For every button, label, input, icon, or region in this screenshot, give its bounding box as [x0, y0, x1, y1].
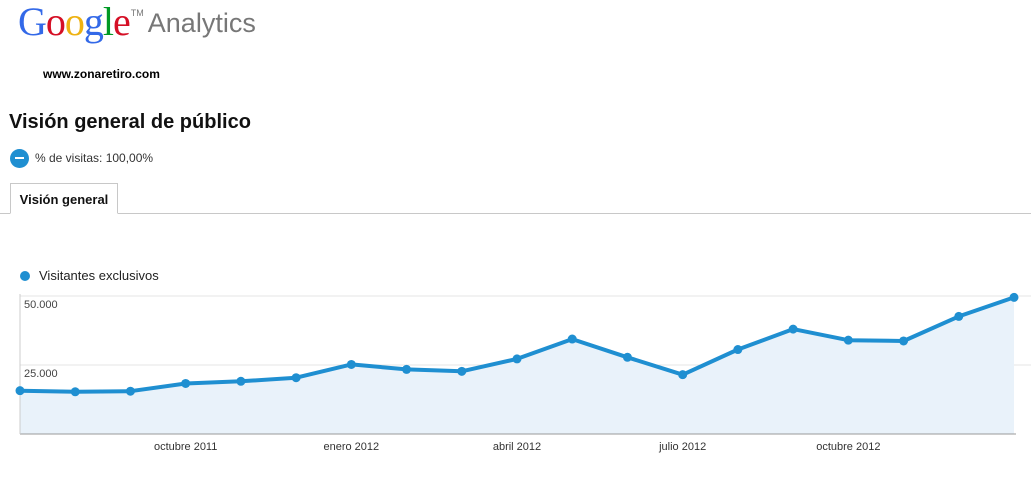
data-point: [788, 324, 798, 334]
legend-marker: [20, 270, 30, 281]
data-point: [457, 366, 467, 376]
data-point: [899, 336, 909, 346]
data-point: [733, 345, 743, 355]
google-analytics-logo: GoogleTM Analytics: [18, 0, 256, 44]
data-point: [181, 378, 191, 388]
logo-letter: o: [64, 0, 85, 44]
tab-overview[interactable]: Visión general: [10, 183, 118, 214]
x-tick-label: octubre 2012: [816, 441, 880, 453]
site-name: www.zonaretiro.com: [43, 67, 160, 81]
data-point: [843, 335, 853, 345]
logo-letter: g: [83, 0, 104, 44]
area-fill: [20, 297, 1014, 434]
visitors-area-chart: 50.000 25.000 octubre 2011 enero 2012 abril …: [15, 292, 1031, 453]
data-point: [512, 354, 522, 364]
x-tick-label: enero 2012: [323, 441, 379, 453]
data-point: [622, 352, 632, 362]
logo-letter: l: [102, 0, 114, 44]
y-tick-label: 25.000: [24, 368, 58, 380]
data-point: [291, 373, 301, 383]
data-point: [567, 334, 577, 344]
data-point: [1009, 292, 1019, 302]
google-wordmark: Google: [18, 0, 131, 44]
x-tick-label: julio 2012: [658, 441, 706, 453]
data-point: [402, 364, 412, 374]
tab-bar-divider: [0, 213, 1031, 214]
segment-label: % de visitas: 100,00%: [35, 151, 154, 165]
data-point: [70, 387, 80, 397]
trademark-mark: TM: [130, 8, 144, 18]
data-point: [236, 376, 246, 386]
logo-letter: G: [18, 0, 47, 44]
legend-label: Visitantes exclusivos: [39, 268, 159, 283]
data-point: [346, 359, 356, 369]
chart-legend: Visitantes exclusivos: [20, 268, 159, 283]
data-point: [954, 311, 964, 321]
segment-indicator[interactable]: % de visitas: 100,00%: [10, 148, 153, 168]
logo-letter: e: [113, 0, 131, 44]
data-point: [125, 386, 135, 396]
x-tick-label: abril 2012: [493, 441, 541, 453]
page-title: Visión general de público: [9, 111, 251, 133]
segment-minus-icon[interactable]: [10, 148, 29, 168]
product-name: Analytics: [147, 8, 256, 38]
y-tick-label: 50.000: [24, 299, 58, 311]
x-tick-label: octubre 2011: [154, 441, 217, 453]
data-point: [15, 386, 25, 396]
logo-letter: o: [45, 0, 66, 44]
data-point: [678, 370, 688, 380]
